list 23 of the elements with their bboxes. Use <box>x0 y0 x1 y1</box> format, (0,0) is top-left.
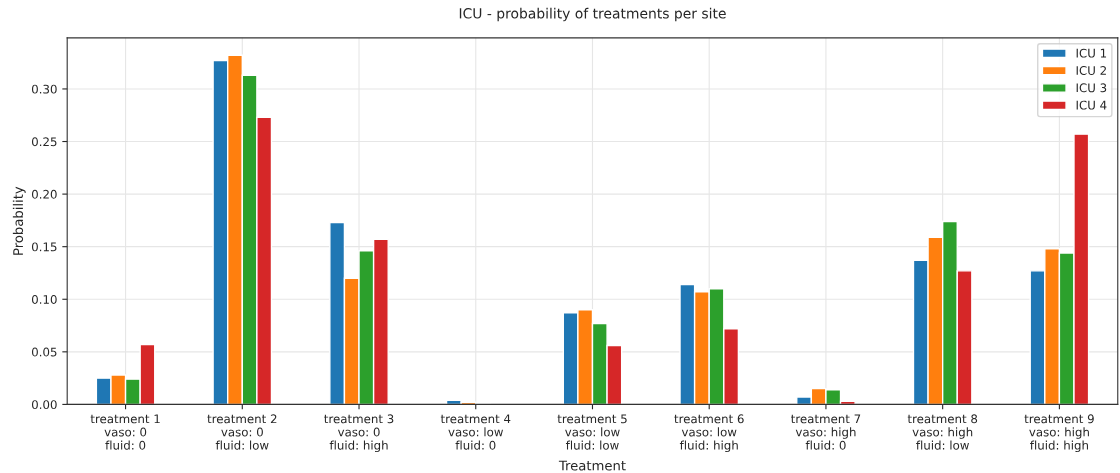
x-tick-label: treatment 8 vaso: high fluid: low <box>907 414 978 450</box>
y-tick-label: 0.25 <box>31 137 57 147</box>
y-tick-label: 0.00 <box>31 400 57 410</box>
x-tick-label: treatment 9 vaso: high fluid: high <box>1024 414 1094 452</box>
legend-label: ICU 4 <box>1076 100 1107 110</box>
y-tick-label: 0.20 <box>31 189 57 199</box>
y-tick-label: 0.30 <box>31 84 57 94</box>
x-tick-label: treatment 4 vaso: low fluid: 0 <box>440 414 511 450</box>
legend-label: ICU 3 <box>1076 83 1107 93</box>
y-tick-label: 0.10 <box>31 294 57 304</box>
x-tick-label: treatment 3 vaso: 0 fluid: high <box>324 414 394 452</box>
x-axis-title: Treatment <box>558 460 626 471</box>
x-tick-label: treatment 1 vaso: 0 fluid: 0 <box>90 414 160 450</box>
legend-label: ICU 1 <box>1076 48 1107 58</box>
y-axis-title: Probability <box>12 186 26 255</box>
x-tick-label: treatment 5 vaso: low fluid: low <box>557 414 627 450</box>
x-tick-label: treatment 2 vaso: 0 fluid: low <box>207 414 277 450</box>
y-tick-label: 0.05 <box>31 347 57 357</box>
y-tick-label: 0.15 <box>31 242 57 252</box>
x-tick-label: treatment 6 vaso: low fluid: high <box>674 414 744 452</box>
legend-label: ICU 2 <box>1076 66 1106 75</box>
x-tick-label: treatment 7 vaso: high fluid: 0 <box>791 414 861 450</box>
chart-title: ICU - probability of treatments per site <box>459 7 726 22</box>
